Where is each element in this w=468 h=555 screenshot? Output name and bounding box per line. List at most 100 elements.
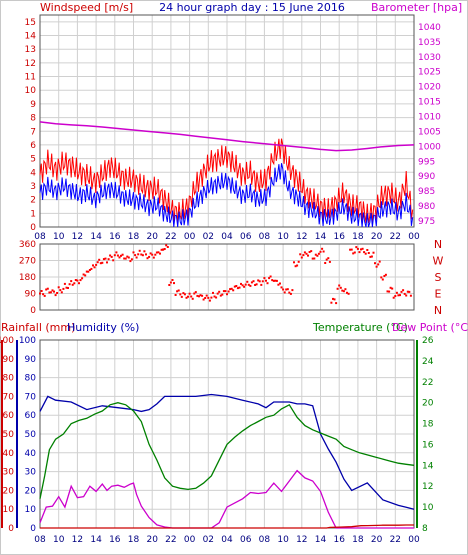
wind-tick-label: 9: [30, 100, 36, 110]
direction-point: [162, 248, 165, 251]
humidity-tick-label: 60: [25, 411, 37, 421]
direction-point: [330, 301, 333, 304]
direction-point: [193, 292, 196, 295]
direction-point: [356, 247, 359, 250]
direction-tick-label: 90: [25, 290, 37, 300]
barometer-tick-label: 995: [418, 157, 435, 167]
direction-point: [369, 255, 372, 258]
direction-point: [204, 297, 207, 299]
direction-point: [236, 287, 239, 290]
direction-point: [364, 252, 367, 255]
x-tick-label: 08: [34, 232, 46, 242]
direction-point: [255, 283, 258, 286]
direction-point: [73, 282, 76, 285]
temperature-tick-label: 16: [422, 440, 434, 450]
humidity-tick-label: 0: [30, 524, 36, 534]
direction-point: [347, 292, 350, 295]
direction-point: [60, 291, 63, 294]
direction-point: [333, 298, 336, 301]
direction-point: [135, 256, 138, 259]
direction-point: [406, 290, 409, 293]
direction-point: [350, 248, 353, 251]
direction-point: [374, 262, 376, 265]
direction-point: [179, 293, 182, 296]
x-tick-label: 12: [296, 232, 307, 242]
direction-point: [185, 296, 188, 299]
direction-point: [353, 251, 356, 254]
direction-point: [130, 258, 133, 261]
direction-point: [224, 290, 227, 293]
x-tick-label: 22: [390, 535, 401, 545]
direction-point: [202, 298, 205, 301]
climate-panel: [39, 339, 415, 529]
direction-point: [137, 253, 140, 256]
direction-point: [101, 261, 104, 264]
direction-point: [79, 279, 82, 282]
x-tick-label: 16: [333, 232, 345, 242]
direction-point: [289, 292, 292, 295]
barometer-tick-label: 1025: [418, 68, 441, 78]
direction-point: [336, 287, 339, 290]
rainfall-tick-label: 100: [0, 336, 14, 346]
barometer-tick-label: 1005: [418, 127, 441, 137]
direction-point: [134, 254, 137, 257]
direction-point: [102, 258, 105, 261]
x-tick-label: 20: [371, 535, 383, 545]
humidity-tick-label: 30: [25, 468, 37, 478]
x-tick-label: 18: [128, 232, 140, 242]
direction-point: [96, 261, 99, 264]
wind-gust-line: [39, 138, 414, 225]
direction-point: [257, 279, 260, 282]
direction-point: [233, 285, 236, 288]
direction-point: [235, 285, 238, 287]
direction-point: [261, 280, 264, 283]
direction-point: [42, 293, 45, 296]
compass-label: E: [435, 288, 442, 301]
direction-panel: [39, 243, 415, 311]
direction-point: [316, 254, 319, 257]
wind-tick-label: 8: [30, 114, 36, 124]
direction-point: [305, 252, 308, 255]
direction-point: [226, 293, 228, 296]
direction-point: [296, 264, 299, 267]
wind-average-line: [39, 163, 414, 228]
rainfall-tick-label: 20: [3, 486, 15, 496]
direction-point: [88, 269, 91, 271]
x-tick-label: 16: [109, 535, 121, 545]
direction-point: [367, 252, 370, 254]
compass-label: N: [434, 238, 442, 251]
direction-point: [384, 273, 387, 276]
wind-panel-frame: [39, 14, 415, 228]
direction-panel-frame: [39, 243, 415, 311]
x-tick-label: 10: [53, 535, 65, 545]
wind-series: [39, 121, 415, 228]
rainfall-tick-label: 40: [3, 449, 15, 459]
direction-point: [168, 284, 171, 286]
direction-point: [84, 274, 87, 277]
direction-point: [288, 291, 291, 294]
x-tick-label: 22: [165, 535, 176, 545]
direction-tick-label: 0: [30, 306, 36, 316]
barometer-tick-label: 1020: [418, 83, 441, 93]
direction-point: [230, 287, 233, 290]
direction-point: [311, 257, 314, 260]
compass-label: N: [434, 304, 442, 317]
humidity-axis-title: Humidity (%): [67, 321, 139, 334]
wind-tick-label: 10: [25, 86, 37, 96]
x-tick-label: 20: [146, 535, 158, 545]
direction-point: [205, 294, 208, 297]
chart-title: 24 hour graph day : 15 June 2016: [159, 1, 345, 14]
direction-point: [87, 270, 90, 273]
direction-point: [221, 293, 224, 296]
direction-point: [344, 288, 347, 291]
x-tick-label: 08: [259, 535, 271, 545]
direction-point: [173, 282, 175, 285]
direction-point: [271, 279, 274, 282]
direction-point: [95, 263, 98, 266]
barometer-tick-label: 1015: [418, 98, 441, 108]
direction-point: [132, 251, 135, 254]
direction-point: [171, 279, 174, 281]
direction-point: [98, 258, 101, 261]
direction-point: [212, 291, 214, 294]
temperature-tick-label: 8: [422, 524, 428, 534]
